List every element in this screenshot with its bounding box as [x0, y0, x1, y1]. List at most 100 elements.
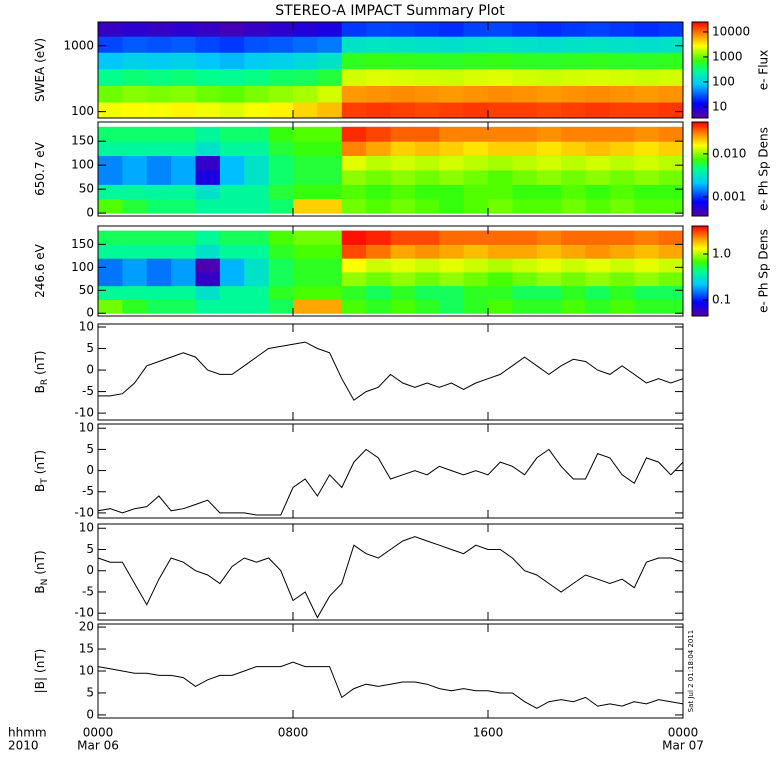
heatmap-cell [488, 230, 513, 245]
y-tick-label: 5 [86, 341, 94, 355]
heatmap-cell [390, 299, 416, 314]
heatmap-cell [536, 230, 562, 245]
heatmap-cell [244, 230, 270, 245]
heatmap-cell [585, 258, 611, 273]
heatmap-cell [512, 184, 538, 200]
colorbar-tick-label: 0.1 [712, 293, 731, 307]
heatmap-cell [390, 258, 416, 273]
y-tick-label: 15 [79, 642, 94, 656]
y-tick-label: 20 [79, 620, 94, 634]
heatmap-cell [488, 36, 513, 53]
heatmap-cell [414, 68, 440, 86]
heatmap-cell [561, 126, 586, 142]
heatmap-cell [390, 102, 416, 119]
heatmap-cell [98, 271, 123, 287]
heatmap-cell [414, 22, 440, 37]
heatmap-cell [98, 198, 123, 214]
heatmap-cell [585, 102, 611, 119]
y-label-main: |B| [33, 677, 47, 693]
heatmap-cell [171, 258, 196, 273]
heatmap-cell [146, 285, 172, 300]
heatmap-cell [439, 68, 465, 86]
heatmap-cell [195, 36, 221, 53]
heatmap-cell [317, 258, 343, 273]
heatmap-cell [366, 126, 391, 142]
heatmap-cell [195, 141, 221, 157]
heatmap-cell [585, 271, 611, 287]
heatmap-cell [658, 244, 684, 259]
heatmap-cell [585, 198, 611, 214]
heatmap-cell [268, 141, 294, 157]
y-tick-label: 100 [71, 158, 94, 172]
heatmap-cell [146, 22, 172, 37]
heatmap-cell [463, 198, 489, 214]
heatmap-cell [171, 285, 196, 300]
data-line [97, 536, 684, 619]
heatmap-cell [219, 184, 245, 200]
heatmap-cell [536, 68, 562, 86]
heatmap-cell [146, 52, 172, 70]
heatmap-cell [268, 102, 294, 119]
heatmap-cell [658, 258, 684, 273]
heatmap-cell [585, 285, 611, 300]
y-label-subscript: T [40, 478, 50, 485]
heatmap-cell [341, 271, 367, 287]
heatmap-cell [561, 285, 586, 300]
y-tick-label: 50 [79, 283, 94, 297]
heatmap-cell [634, 36, 660, 53]
heatmap-cell [536, 285, 562, 300]
y-label-main: SWEA (eV) [33, 38, 47, 102]
heatmap-cell [98, 22, 123, 37]
heatmap-cell [293, 230, 318, 245]
heatmap-cell [146, 85, 172, 103]
heatmap-cell [98, 68, 123, 86]
heatmap-cell [488, 126, 513, 142]
heatmap-cell [439, 285, 465, 300]
heatmap-cell [561, 299, 586, 314]
y-tick-label: 5 [86, 685, 94, 699]
heatmap-cell [536, 52, 562, 70]
heatmap-cell [536, 102, 562, 119]
heatmap-cell [634, 52, 660, 70]
heatmap-cell [488, 52, 513, 70]
heatmap-cell [122, 285, 148, 300]
heatmap-cell [195, 230, 221, 245]
heatmap-cell [219, 22, 245, 37]
heatmap-cell [219, 85, 245, 103]
heatmap-cell [536, 271, 562, 287]
heatmap-cell [463, 155, 489, 171]
heatmap-cell [439, 141, 465, 157]
heatmap-cell [244, 22, 270, 37]
heatmap-cell [658, 85, 684, 103]
colorbar-tick-label: 10 [712, 99, 727, 113]
panel: 0 5 10 15 20 |B| (nT) [33, 620, 684, 721]
heatmap-cell [585, 184, 611, 200]
heatmap-cell [219, 271, 245, 287]
heatmap-cell [488, 244, 513, 259]
heatmap-cell [463, 271, 489, 287]
heatmap-cell [341, 102, 367, 119]
colorbar-label: e- Flux [757, 50, 771, 90]
colorbar-label: e- Ph Sp Dens [757, 127, 771, 211]
heatmap-cell [512, 258, 538, 273]
heatmap-cell [317, 141, 343, 157]
heatmap-cell [609, 299, 635, 314]
heatmap-cell [244, 299, 270, 314]
heatmap-cell [439, 258, 465, 273]
heatmap-cell [293, 22, 318, 37]
heatmap-cell [609, 198, 635, 214]
heatmap-cell [268, 169, 294, 185]
heatmap-cell [488, 299, 513, 314]
heatmap-cell [122, 36, 148, 53]
heatmap-cell [293, 198, 318, 214]
y-tick-label: 5 [86, 542, 94, 556]
heatmap-cell [488, 102, 513, 119]
colorbar-tick-label: 1.0 [712, 247, 731, 261]
heatmap-cell [658, 52, 684, 70]
heatmap-cell [366, 271, 391, 287]
heatmap-cell [561, 85, 586, 103]
heatmap-cell [512, 271, 538, 287]
y-axis-label: |B| (nT) [33, 649, 47, 694]
heatmap-cell [268, 184, 294, 200]
heatmap-cell [439, 52, 465, 70]
